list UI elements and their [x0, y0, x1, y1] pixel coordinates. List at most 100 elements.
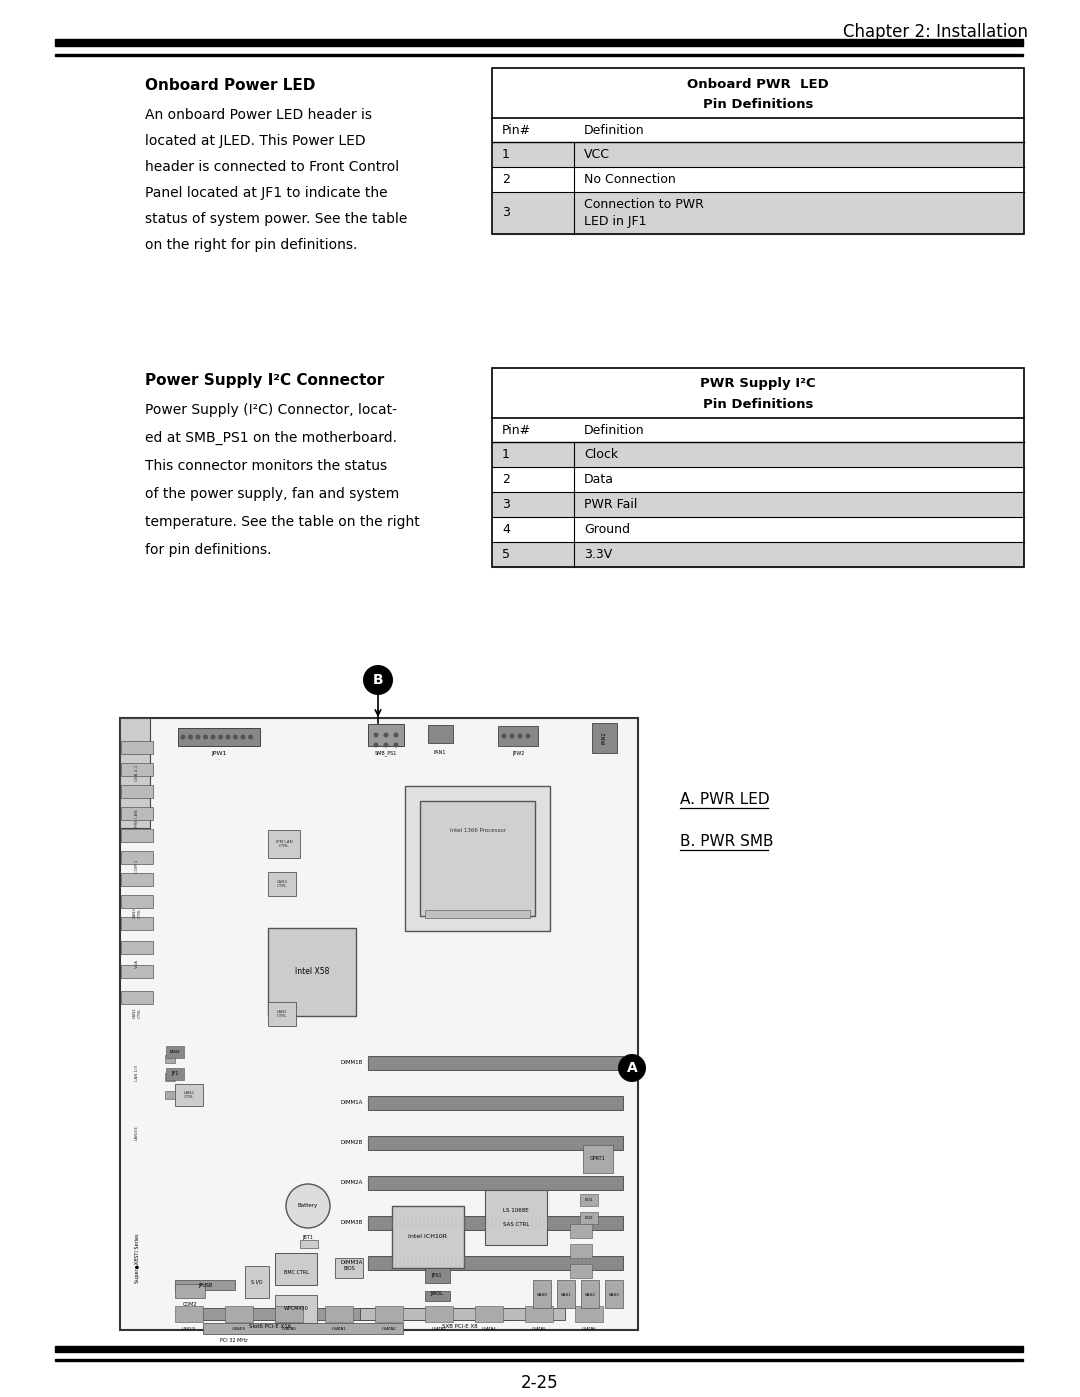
Text: I-SATA2: I-SATA2 [381, 1327, 396, 1331]
Bar [492, 493, 1023, 517]
Bar [55, 53, 1023, 56]
Text: No Connection: No Connection [584, 173, 676, 186]
Circle shape [393, 732, 399, 738]
Bar [570, 1264, 592, 1278]
Bar [368, 1176, 623, 1190]
Circle shape [501, 733, 507, 739]
Text: Battery: Battery [298, 1203, 319, 1208]
Text: USB2/3: USB2/3 [181, 1327, 197, 1331]
Bar [121, 965, 153, 978]
Circle shape [218, 735, 222, 739]
Text: S I/O: S I/O [252, 1280, 262, 1284]
Bar [165, 1091, 175, 1099]
Bar [121, 763, 153, 775]
Text: Definition: Definition [584, 423, 645, 436]
Bar [581, 1280, 599, 1308]
Text: for pin definitions.: for pin definitions. [145, 543, 271, 557]
Bar [121, 740, 153, 754]
Text: VCC: VCC [584, 148, 610, 161]
Text: FAN3: FAN3 [170, 1051, 180, 1053]
Circle shape [180, 735, 186, 739]
Bar [592, 724, 617, 753]
Text: 1: 1 [502, 148, 510, 161]
Text: Onboard Power LED: Onboard Power LED [145, 78, 315, 94]
Text: of the power supply, fan and system: of the power supply, fan and system [145, 488, 400, 502]
Text: I-SATA5: I-SATA5 [531, 1327, 546, 1331]
Text: WPCM450: WPCM450 [284, 1306, 309, 1312]
Text: 1: 1 [502, 448, 510, 461]
Text: Intel 1366 Processor: Intel 1366 Processor [449, 828, 505, 834]
Text: Pin#: Pin# [502, 423, 531, 436]
Bar [525, 1306, 553, 1322]
Text: JPS1: JPS1 [432, 1274, 443, 1278]
Text: located at JLED. This Power LED: located at JLED. This Power LED [145, 134, 366, 148]
Bar [55, 1345, 1023, 1352]
Bar [275, 1253, 318, 1285]
Text: B. PWR SMB: B. PWR SMB [680, 834, 773, 849]
Text: I-SATA1: I-SATA1 [332, 1327, 347, 1331]
Bar [368, 724, 404, 746]
Bar [492, 443, 1023, 467]
Bar [268, 830, 300, 858]
Text: LAN2
CTRL: LAN2 CTRL [184, 1091, 194, 1099]
Circle shape [211, 735, 216, 739]
Bar [121, 851, 153, 863]
Text: JPW1: JPW1 [212, 750, 227, 756]
Text: BMC CTRL: BMC CTRL [283, 1270, 309, 1275]
Bar [335, 1259, 363, 1278]
Bar [492, 193, 1023, 235]
Text: SMB_PS1: SMB_PS1 [375, 750, 397, 756]
Text: 5: 5 [502, 548, 510, 562]
Circle shape [393, 742, 399, 747]
Text: Definition: Definition [584, 123, 645, 137]
Circle shape [374, 742, 378, 747]
Circle shape [510, 733, 514, 739]
Text: header is connected to Front Control: header is connected to Front Control [145, 161, 400, 175]
Text: LAN3
CTRL: LAN3 CTRL [276, 880, 287, 888]
Bar [492, 543, 1023, 567]
Bar [475, 1306, 503, 1322]
Text: Pin Definitions: Pin Definitions [703, 98, 813, 110]
Bar [203, 1323, 403, 1334]
Bar [245, 1266, 269, 1298]
Bar [121, 895, 153, 908]
Text: BIOS: BIOS [343, 1266, 355, 1270]
Text: Slot6 PCI-E X16: Slot6 PCI-E X16 [248, 1323, 292, 1329]
Text: PWR Supply I²C: PWR Supply I²C [700, 377, 815, 391]
Bar [557, 1280, 575, 1308]
Text: JPUSB: JPUSB [198, 1282, 212, 1288]
Bar [426, 1291, 450, 1301]
Text: IPM LAN
CTRL: IPM LAN CTRL [275, 840, 293, 848]
Text: temperature. See the table on the right: temperature. See the table on the right [145, 515, 420, 529]
Bar [420, 800, 535, 916]
Bar [360, 1308, 565, 1320]
Bar [275, 1306, 303, 1322]
Bar [55, 39, 1023, 46]
Bar [268, 872, 296, 895]
Bar [570, 1243, 592, 1259]
Bar [580, 1194, 598, 1206]
Bar [203, 1308, 518, 1320]
Text: ed at SMB_PS1 on the motherboard.: ed at SMB_PS1 on the motherboard. [145, 432, 397, 446]
Text: status of system power. See the table: status of system power. See the table [145, 212, 407, 226]
Text: DIMM2A: DIMM2A [340, 1180, 363, 1186]
Bar [492, 68, 1023, 117]
Text: LAN3/4: LAN3/4 [135, 1126, 139, 1140]
Bar [121, 828, 153, 842]
Bar [268, 1002, 296, 1025]
Bar [325, 1306, 353, 1322]
Bar [121, 807, 153, 820]
Bar [492, 518, 1023, 542]
Bar [368, 1056, 623, 1070]
Text: JPW2: JPW2 [512, 750, 524, 756]
Bar [492, 468, 1023, 492]
Circle shape [233, 735, 238, 739]
Bar [368, 1097, 623, 1111]
Text: LEI2: LEI2 [584, 1215, 593, 1220]
Bar [165, 1073, 175, 1081]
Circle shape [517, 733, 523, 739]
Text: VGA: VGA [135, 958, 139, 968]
Text: DIMM1A: DIMM1A [340, 1101, 363, 1105]
Circle shape [188, 735, 193, 739]
Text: DIMM3A: DIMM3A [340, 1260, 363, 1266]
